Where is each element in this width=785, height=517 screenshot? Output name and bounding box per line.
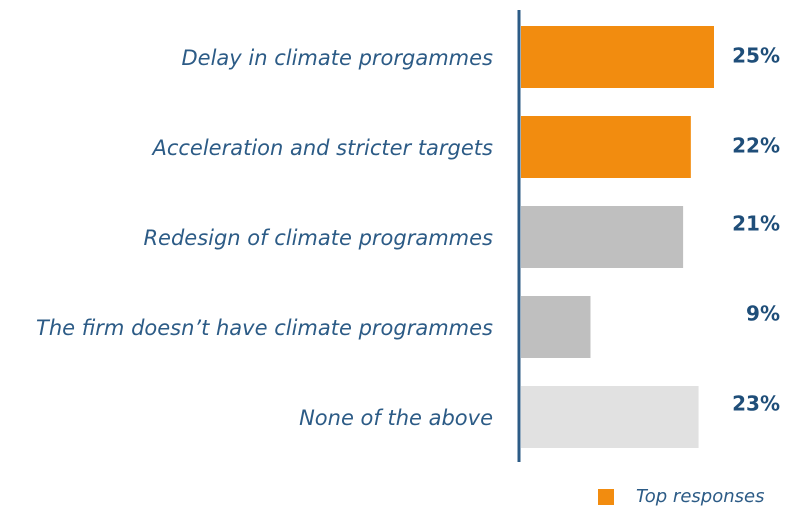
legend-label: Top responses [636, 486, 764, 507]
category-label: The firm doesn’t have climate programmes [36, 316, 493, 340]
value-label: 25% [732, 44, 780, 68]
legend-swatch [598, 489, 614, 505]
category-label: Acceleration and stricter targets [150, 136, 493, 160]
category-label: Redesign of climate programmes [143, 226, 493, 250]
bar [521, 296, 591, 358]
bar [521, 206, 684, 268]
bar [521, 386, 699, 448]
category-label: Delay in climate prorgammes [181, 46, 493, 70]
category-label: None of the above [299, 406, 493, 430]
value-label: 21% [732, 212, 780, 236]
value-label: 22% [732, 134, 780, 158]
value-label: 23% [732, 392, 780, 416]
bar [521, 116, 691, 178]
value-label: 9% [746, 302, 780, 326]
bar [521, 26, 714, 88]
